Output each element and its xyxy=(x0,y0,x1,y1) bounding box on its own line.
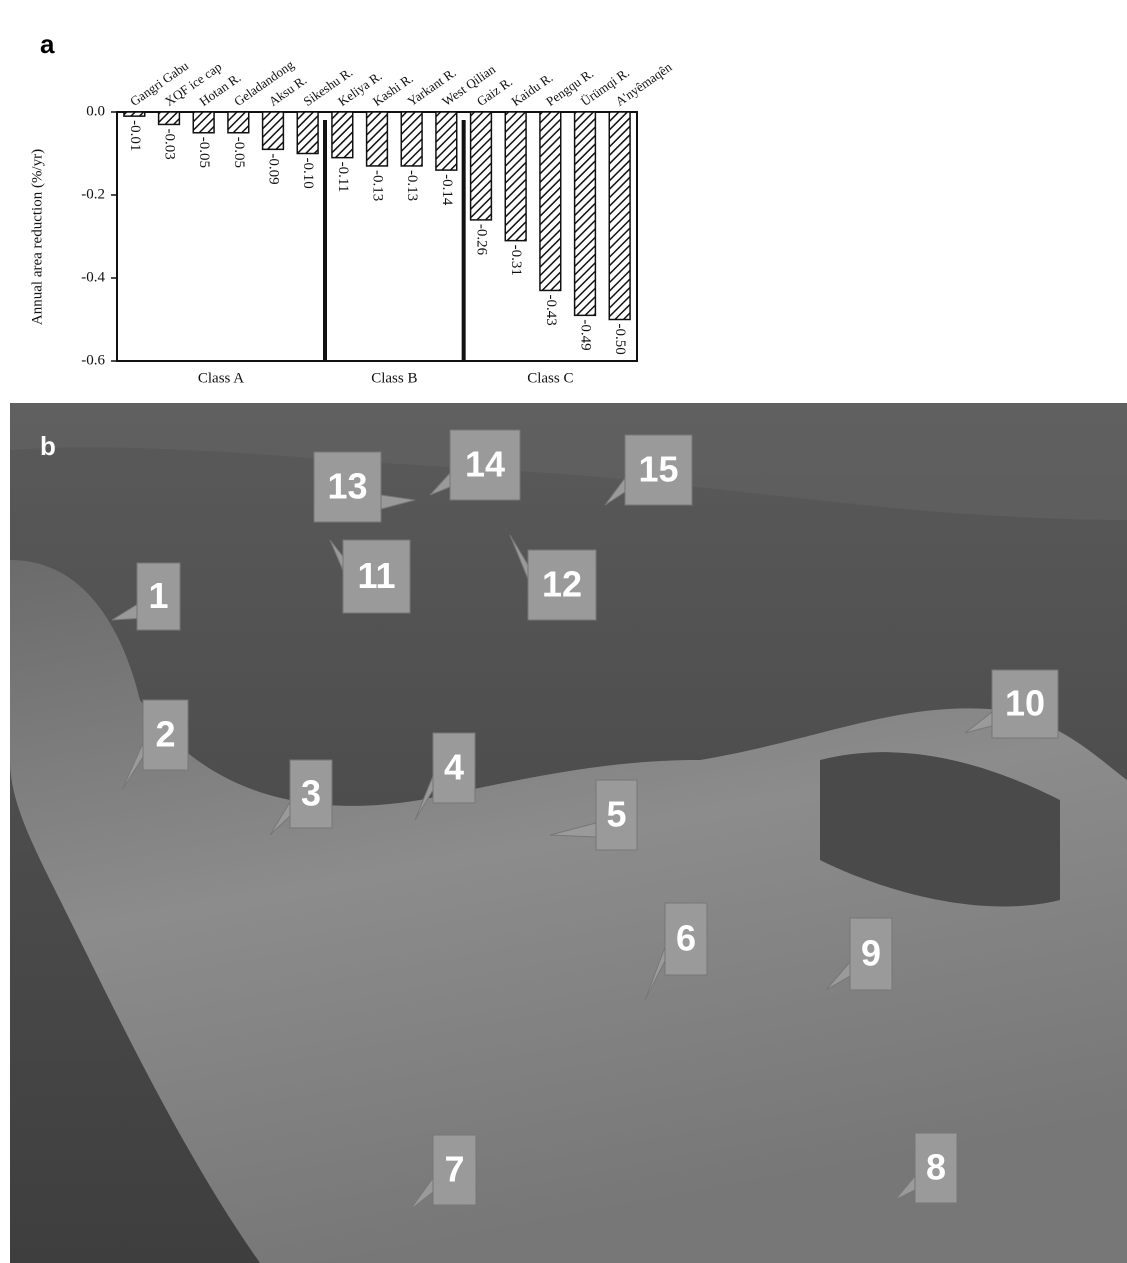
marker-box xyxy=(142,699,189,771)
value-label: -0.49 xyxy=(578,319,594,350)
marker-box xyxy=(624,434,693,506)
bar xyxy=(573,111,597,317)
bar xyxy=(331,111,354,159)
map-marker: 6 xyxy=(644,902,708,1001)
value-label: -0.10 xyxy=(300,158,316,189)
mountains xyxy=(10,403,1127,520)
marker-box xyxy=(136,562,181,631)
marker-label: 4 xyxy=(444,747,464,788)
marker-box xyxy=(449,429,521,501)
bar xyxy=(123,111,146,117)
map-marker: 1 xyxy=(111,562,181,631)
y-tick-label: -0.4 xyxy=(81,269,105,285)
marker-label: 9 xyxy=(861,933,881,974)
marker-box xyxy=(914,1132,958,1204)
bar xyxy=(608,111,631,321)
y-tick-label: -0.6 xyxy=(81,352,105,368)
y-tick-label: 0.0 xyxy=(86,103,105,119)
bar xyxy=(157,111,181,126)
class-label: Class A xyxy=(198,370,244,386)
marker-label: 11 xyxy=(357,555,395,596)
marker-box xyxy=(991,669,1059,739)
marker-label: 7 xyxy=(444,1149,464,1190)
value-label: -0.13 xyxy=(370,170,386,201)
marker-label: 15 xyxy=(638,449,678,490)
bar xyxy=(504,111,527,242)
value-label: -0.14 xyxy=(439,174,455,206)
value-label: -0.31 xyxy=(508,245,524,276)
bar xyxy=(261,111,285,151)
basin xyxy=(820,752,1060,907)
marker-box xyxy=(342,539,411,614)
map-marker: 9 xyxy=(825,917,893,991)
marker-box xyxy=(313,451,382,523)
map-marker: 13 xyxy=(313,451,416,523)
marker-box xyxy=(289,759,333,829)
value-label: -0.05 xyxy=(231,137,247,168)
bar xyxy=(435,111,458,171)
marker-box xyxy=(527,549,597,621)
plateau xyxy=(10,560,1127,1263)
map-marker: 4 xyxy=(414,732,476,821)
bar xyxy=(227,111,250,134)
marker-label: 12 xyxy=(542,564,582,605)
bar xyxy=(365,111,389,167)
value-label: -0.05 xyxy=(196,137,212,168)
panel-label: a xyxy=(40,29,55,59)
marker-label: 13 xyxy=(327,466,367,507)
marker-label: 14 xyxy=(465,444,505,485)
value-label: -0.43 xyxy=(543,294,559,325)
panel-label: b xyxy=(40,431,56,461)
y-axis-label: Annual area reduction (%/yr) xyxy=(29,149,45,325)
map-marker: 14 xyxy=(429,429,521,501)
marker-label: 6 xyxy=(676,918,696,959)
map-marker: 5 xyxy=(549,779,638,851)
bar xyxy=(469,111,493,221)
marker-box xyxy=(432,732,476,804)
map-marker: 7 xyxy=(409,1134,477,1211)
map-marker: 10 xyxy=(964,669,1059,739)
map-marker: 3 xyxy=(269,759,333,836)
value-label: -0.50 xyxy=(612,324,628,355)
map-marker: 11 xyxy=(329,539,411,614)
bar xyxy=(539,111,562,292)
class-label: Class C xyxy=(527,370,573,386)
marker-label: 2 xyxy=(155,714,175,755)
map-marker: 15 xyxy=(604,434,693,506)
value-label: -0.03 xyxy=(162,128,178,159)
bar xyxy=(400,111,423,167)
marker-box xyxy=(595,779,638,851)
value-label: -0.11 xyxy=(335,162,351,193)
map-marker: 8 xyxy=(894,1132,958,1204)
map-marker: 2 xyxy=(121,699,189,791)
marker-box xyxy=(432,1134,477,1206)
bar xyxy=(192,111,215,134)
marker-label: 5 xyxy=(606,794,626,835)
marker-label: 1 xyxy=(148,575,168,616)
marker-box xyxy=(664,902,708,976)
y-tick-label: -0.2 xyxy=(81,186,105,202)
map-marker: 12 xyxy=(509,534,597,621)
value-label: -0.26 xyxy=(474,224,490,256)
value-label: -0.01 xyxy=(127,120,143,151)
marker-label: 8 xyxy=(926,1147,946,1188)
marker-label: 10 xyxy=(1005,683,1045,724)
value-label: -0.09 xyxy=(266,153,282,184)
marker-box xyxy=(849,917,893,991)
class-label: Class B xyxy=(371,370,417,386)
value-label: -0.13 xyxy=(404,170,420,201)
bar xyxy=(296,111,319,155)
marker-label: 3 xyxy=(301,773,321,814)
